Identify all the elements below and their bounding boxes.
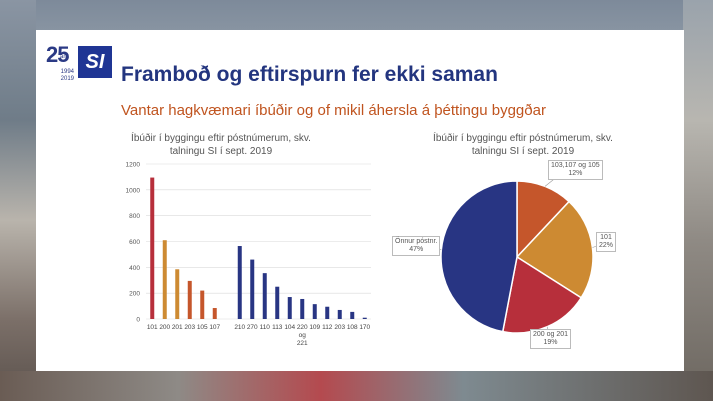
bar-category-label: 112: [322, 324, 333, 331]
pie-slice-name: 101: [600, 234, 612, 241]
bar: [250, 259, 255, 319]
slide: 25 ára 1994 2019 SI Framboð og eftirspur…: [36, 30, 684, 371]
bar-category-label: 221: [297, 340, 308, 347]
pie-slice-label: 103,107 og 105 12%: [548, 160, 603, 180]
background-bottom: [0, 371, 713, 401]
bar-y-tick-label: 1000: [126, 187, 141, 194]
bar-y-tick-label: 400: [129, 265, 140, 272]
bar-category-label: 107: [209, 324, 220, 331]
pie-slice-label: 200 og 201 19%: [530, 329, 572, 349]
pie-slice-label: 101 22%: [596, 232, 617, 252]
logo-year-start: 1994: [60, 69, 74, 75]
pie-slice-name: 103,107 og 105: [551, 162, 600, 169]
bar-y-tick-label: 200: [129, 291, 140, 298]
bar: [262, 273, 267, 319]
bar: [150, 177, 155, 319]
logo-anniversary-number: 25: [46, 42, 70, 67]
bar-category-label: 110: [260, 324, 271, 331]
bar-category-label: 220: [297, 324, 308, 331]
bar-category-label: 210: [234, 324, 245, 331]
bar-category-label: 101: [147, 324, 158, 331]
bar-chart-title: Íbúðir í byggingu eftir póstnúmerum, skv…: [131, 133, 311, 157]
bar: [175, 269, 180, 319]
bar-category-label: 200: [159, 324, 170, 331]
bar-category-label: 105: [197, 324, 208, 331]
pie-chart-title: Íbúðir í byggingu eftir póstnúmerum, skv…: [433, 133, 613, 157]
background-left: [0, 0, 36, 401]
pie-slice-percent: 47%: [409, 246, 424, 253]
bar: [275, 286, 280, 319]
pie-slice: [501, 255, 583, 334]
bar-category-label: 203: [334, 324, 345, 331]
bar: [162, 240, 167, 319]
logo-years: 1994 2019: [52, 69, 74, 83]
bar: [300, 298, 305, 319]
pie-slice-percent: 19%: [543, 339, 558, 346]
pie-slice-percent: 22%: [599, 242, 614, 249]
bar-y-tick-label: 800: [129, 213, 140, 220]
bar-y-tick-label: 0: [136, 317, 140, 324]
pie-slice: [515, 200, 594, 299]
slide-title: Framboð og eftirspurn fer ekki saman: [121, 63, 498, 86]
bar-category-label: 201: [172, 324, 183, 331]
pie-slice-percent: 12%: [568, 170, 583, 177]
slide-subtitle: Vantar hagkvæmari íbúðir og of mikil áhe…: [121, 102, 546, 119]
logo-brand-box: SI: [78, 46, 112, 78]
bar-category-label: 109: [309, 324, 320, 331]
bar: [200, 290, 205, 319]
bar: [187, 280, 192, 319]
bar-category-label: 113: [272, 324, 283, 331]
bar: [212, 308, 217, 319]
bar: [237, 246, 242, 319]
bar-category-label: 203: [184, 324, 195, 331]
bar-category-label: 270: [247, 324, 258, 331]
si-logo: 25 ára 1994 2019 SI: [46, 42, 116, 92]
logo-ara-text: ára: [60, 54, 69, 60]
bar-category-label: 108: [347, 324, 358, 331]
pie-slice: [440, 180, 518, 333]
pie-slice-name: 200 og 201: [533, 331, 569, 338]
bar: [350, 311, 355, 319]
background-right: [683, 0, 713, 401]
bar: [312, 304, 317, 319]
pie-chart: [411, 167, 617, 338]
bar: [337, 309, 342, 319]
bar: [362, 317, 367, 319]
bar: [325, 306, 330, 319]
bar-y-tick-label: 600: [129, 239, 140, 246]
logo-year-end: 2019: [60, 76, 74, 82]
pie-slice-name: Önnur póstnr.: [395, 238, 438, 245]
pie-slice-label: Önnur póstnr. 47%: [392, 236, 441, 256]
bar-category-label: og: [299, 332, 307, 339]
bar-category-label: 104: [284, 324, 295, 331]
bar-y-tick-label: 1200: [126, 162, 141, 169]
bar: [287, 297, 292, 319]
bar-category-label: 170: [359, 324, 370, 331]
